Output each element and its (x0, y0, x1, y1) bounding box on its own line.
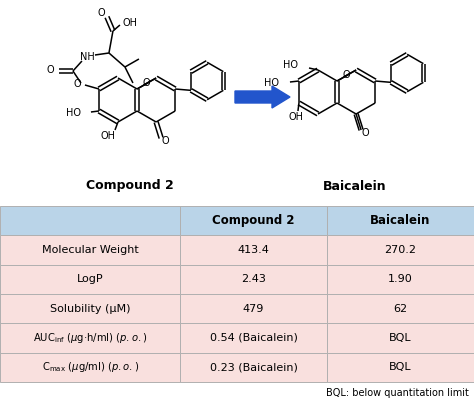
Text: OH: OH (123, 18, 138, 28)
Bar (0, 265, 180, 294)
Bar (327, 265, 474, 294)
Bar (0, 235, 180, 265)
Bar (327, 206, 474, 235)
Text: 270.2: 270.2 (384, 245, 417, 255)
Text: 1.90: 1.90 (388, 274, 413, 284)
Text: O: O (73, 79, 81, 89)
Bar (180, 206, 327, 235)
Bar (327, 294, 474, 323)
Text: Solubility (μM): Solubility (μM) (50, 304, 130, 314)
Bar (327, 353, 474, 382)
Text: BQL: below quantitation limit: BQL: below quantitation limit (327, 388, 469, 398)
Text: BQL: BQL (389, 333, 412, 343)
Text: Compound 2: Compound 2 (212, 214, 295, 227)
Bar (327, 323, 474, 353)
Text: Baicalein: Baicalein (370, 214, 431, 227)
Bar (180, 235, 327, 265)
Text: 479: 479 (243, 304, 264, 314)
Text: O: O (97, 8, 105, 18)
Text: C$_\mathregular{max}$ ($\mu$g/ml) ($\it{p.o.}$): C$_\mathregular{max}$ ($\mu$g/ml) ($\it{… (42, 360, 138, 374)
Bar (180, 294, 327, 323)
Text: O: O (361, 128, 369, 138)
Text: AUC$_\mathregular{inf}$ ($\mu$g·h/ml) ($\it{p.o.}$): AUC$_\mathregular{inf}$ ($\mu$g·h/ml) ($… (33, 331, 147, 345)
Text: HO: HO (66, 108, 81, 118)
Text: 0.54 (Baicalein): 0.54 (Baicalein) (210, 333, 298, 343)
Text: Compound 2: Compound 2 (86, 180, 174, 192)
FancyArrow shape (235, 86, 290, 108)
Text: O: O (161, 136, 169, 146)
Text: O: O (343, 70, 350, 80)
Text: Baicalein: Baicalein (323, 180, 387, 192)
Bar (0, 353, 180, 382)
Text: 2.43: 2.43 (241, 274, 266, 284)
Text: BQL: BQL (389, 362, 412, 372)
Bar (0, 323, 180, 353)
Bar (180, 323, 327, 353)
Bar (180, 265, 327, 294)
Text: 0.23 (Baicalein): 0.23 (Baicalein) (210, 362, 298, 372)
Text: OH: OH (100, 131, 116, 141)
Text: LogP: LogP (77, 274, 103, 284)
Text: OH: OH (289, 112, 303, 122)
Text: 62: 62 (393, 304, 408, 314)
Bar (0, 294, 180, 323)
Text: 413.4: 413.4 (237, 245, 270, 255)
Text: O: O (143, 78, 150, 88)
Text: HO: HO (264, 78, 279, 88)
Text: NH: NH (80, 52, 94, 62)
Bar (0, 206, 180, 235)
Text: O: O (46, 65, 54, 75)
Bar (180, 353, 327, 382)
Text: HO: HO (283, 60, 298, 70)
Text: Molecular Weight: Molecular Weight (42, 245, 138, 255)
Bar (327, 235, 474, 265)
